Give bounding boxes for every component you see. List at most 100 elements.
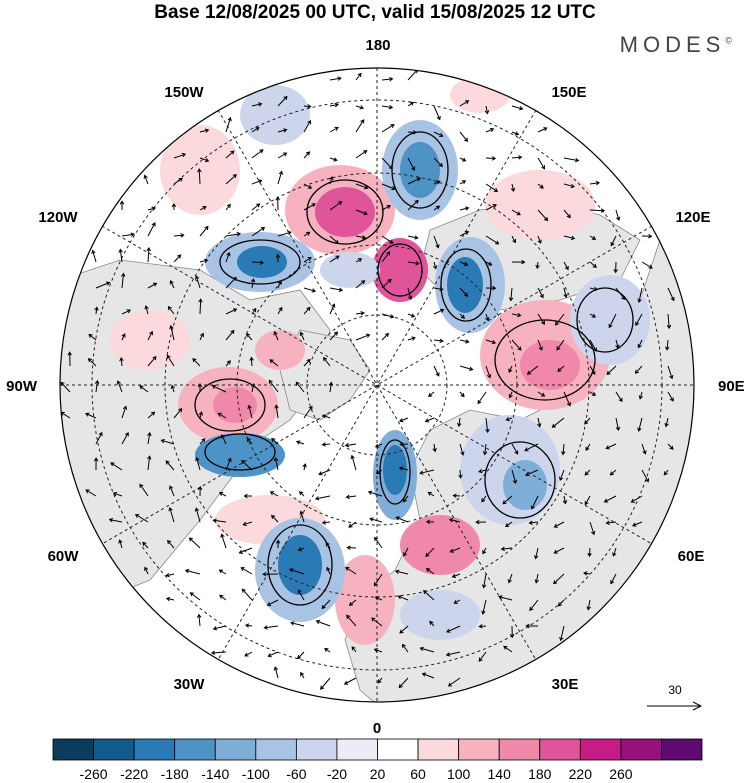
wind-arrow: [288, 568, 305, 575]
wind-arrow: [355, 280, 366, 289]
lon-label-150e: 150E: [551, 84, 586, 101]
wind-arrow: [88, 333, 97, 341]
wind-arrow: [663, 469, 669, 476]
wind-arrow: [355, 183, 369, 190]
wind-arrow: [173, 407, 183, 419]
wind-arrow: [537, 183, 544, 189]
lon-label-90w: 90W: [6, 378, 38, 395]
wind-arrow: [563, 157, 580, 163]
wind-arrow: [537, 235, 542, 244]
wind-arrow: [147, 355, 157, 367]
wind-arrow: [199, 332, 204, 341]
contour-line: [484, 441, 556, 519]
wind-arrow: [433, 235, 440, 249]
wind-arrow: [329, 235, 339, 245]
wind-arrow: [169, 324, 175, 341]
wind-arrow: [346, 545, 357, 550]
wind-arrow: [249, 356, 254, 367]
wind-arrow: [407, 130, 418, 135]
wind-arrow: [425, 568, 435, 575]
wind-arrow: [459, 131, 469, 142]
wind-arrow: [300, 671, 305, 679]
wind-arrow: [139, 483, 149, 497]
wind-arrow: [267, 651, 279, 658]
wind-arrow: [147, 222, 156, 237]
positive-anomaly: [110, 310, 190, 370]
wind-arrow: [459, 287, 469, 297]
wind-arrow: [664, 417, 669, 428]
colorbar-tick-label: -260: [80, 766, 108, 782]
wind-arrow: [277, 152, 288, 159]
positive-anomaly: [372, 238, 428, 302]
wind-arrow: [303, 151, 311, 159]
colorbar-swatch: [93, 738, 135, 761]
colorbar-swatch: [417, 738, 460, 761]
wind-arrow: [373, 573, 383, 587]
wind-arrow: [320, 677, 331, 690]
wind-arrow: [67, 351, 72, 367]
wind-arrow: [555, 313, 565, 326]
wind-arrow: [615, 417, 621, 432]
wind-arrow: [375, 469, 383, 475]
wind-arrow: [244, 623, 253, 628]
wind-arrow: [433, 338, 444, 343]
wind-arrow: [351, 646, 357, 653]
wind-arrow: [587, 547, 592, 558]
wind-arrow: [641, 443, 647, 455]
wind-arrow: [173, 177, 183, 185]
wind-arrow: [277, 170, 284, 185]
wind-arrow: [630, 495, 643, 503]
wind-arrow: [219, 594, 227, 601]
colorbar-swatch: [133, 738, 176, 761]
wind-arrow: [395, 516, 409, 523]
wind-arrow: [448, 518, 461, 523]
wind-arrow: [459, 206, 470, 211]
wind-arrow: [303, 183, 313, 189]
wind-arrow: [537, 313, 545, 326]
wind-arrow: [511, 443, 519, 455]
wind-arrow: [85, 412, 97, 419]
wind-arrow: [184, 568, 201, 575]
lon-label-150w: 150W: [164, 84, 204, 101]
wind-arrow: [251, 307, 257, 315]
wind-arrow: [394, 569, 409, 575]
positive-anomaly: [315, 187, 375, 237]
wind-arrow: [277, 128, 288, 133]
wind-arrow: [447, 677, 461, 687]
wind-arrow: [399, 625, 409, 634]
wind-arrow: [561, 443, 566, 456]
wind-arrow: [121, 272, 126, 289]
contour-line: [267, 524, 333, 606]
wind-arrow: [459, 365, 474, 371]
wind-arrow: [615, 209, 621, 222]
negative-anomaly: [400, 142, 440, 198]
wind-arrow: [119, 200, 125, 211]
wind-arrow: [634, 365, 643, 374]
wind-arrow: [147, 431, 152, 445]
wind-arrow: [589, 339, 597, 352]
colorbar-swatch: [174, 738, 216, 761]
wind-arrow: [299, 331, 305, 341]
lon-label-0: 0: [373, 720, 381, 737]
wind-arrow: [511, 105, 524, 111]
wind-arrow: [562, 495, 568, 505]
wind-arrow: [459, 313, 465, 319]
wind-arrow: [589, 261, 597, 268]
wind-arrow: [457, 417, 462, 428]
wind-arrow: [484, 105, 490, 115]
wind-arrow: [584, 495, 591, 506]
contour-line: [379, 439, 411, 505]
wind-arrow: [563, 235, 576, 241]
contour-line: [494, 319, 596, 401]
wind-arrow: [299, 510, 305, 523]
wind-arrow: [321, 599, 331, 610]
wind-arrow: [95, 281, 111, 289]
wind-arrow: [433, 365, 440, 377]
wind-arrow: [303, 119, 312, 133]
brand-mark: ©: [725, 35, 732, 46]
wind-arrow: [250, 383, 256, 393]
lon-label-120e: 120E: [675, 209, 710, 226]
wind-arrow: [610, 573, 617, 585]
wind-arrow: [397, 595, 409, 601]
wind-arrow: [557, 365, 565, 372]
